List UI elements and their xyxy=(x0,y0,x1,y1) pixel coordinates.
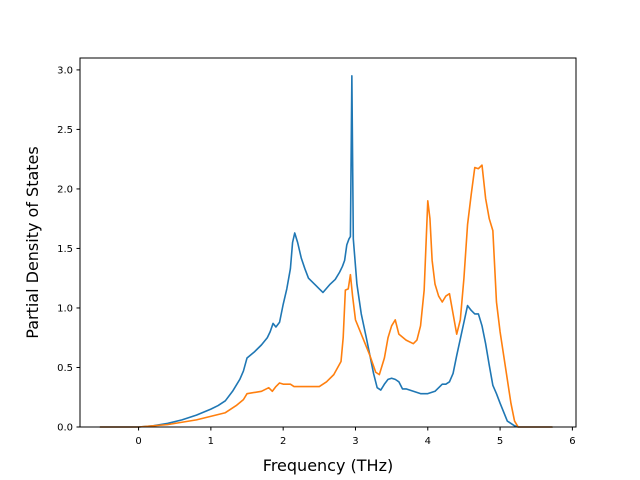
x-tick-label: 5 xyxy=(497,436,503,447)
x-axis-ticks: 0 1 2 3 4 5 6 xyxy=(135,427,576,447)
series-layer xyxy=(99,75,553,428)
series-2-line xyxy=(99,164,553,428)
y-axis-ticks: 0.0 0.5 1.0 1.5 2.0 2.5 3.0 xyxy=(57,65,80,434)
x-tick-label: 3 xyxy=(352,436,358,447)
x-axis-label: Frequency (THz) xyxy=(263,456,393,475)
y-tick-label: 3.0 xyxy=(57,65,73,76)
y-tick-label: 2.0 xyxy=(57,184,73,195)
y-tick-label: 2.5 xyxy=(57,125,73,136)
x-tick-label: 2 xyxy=(280,436,286,447)
plot-frame xyxy=(79,57,577,428)
x-tick-label: 4 xyxy=(425,436,431,447)
x-tick-label: 6 xyxy=(569,436,575,447)
y-tick-label: 0.5 xyxy=(57,363,73,374)
x-tick-label: 0 xyxy=(135,436,141,447)
y-axis-label: Partial Density of States xyxy=(23,146,42,338)
y-tick-label: 0.0 xyxy=(57,423,73,434)
y-tick-label: 1.5 xyxy=(57,244,73,255)
series-1-line xyxy=(99,75,553,428)
x-tick-label: 1 xyxy=(208,436,214,447)
y-tick-label: 1.0 xyxy=(57,303,73,314)
